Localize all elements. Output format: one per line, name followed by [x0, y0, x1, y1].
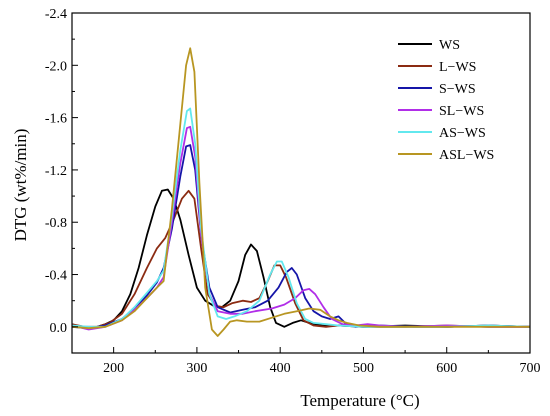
legend: WS L−WS S−WS SL−WS AS−WS ASL−WS: [398, 38, 494, 163]
x-tick-label-5: 700: [520, 361, 541, 376]
x-tick-label-0: 200: [103, 361, 124, 376]
series-line-0: [71, 188, 531, 330]
x-tick-label-1: 300: [186, 361, 207, 376]
x-tick-label-3: 500: [353, 361, 374, 376]
x-tick-label-4: 600: [436, 361, 457, 376]
legend-label-5: ASL−WS: [439, 148, 494, 163]
x-axis-title: Temperature (°C): [300, 391, 419, 410]
y-tick-label-0: 0.0: [50, 321, 68, 336]
series-layer: [71, 47, 531, 337]
y-axis-title-group: DTG (wt%/min): [11, 129, 30, 242]
series-line-4: [71, 107, 531, 328]
legend-label-3: SL−WS: [439, 104, 484, 119]
plot-frame: [71, 12, 531, 354]
y-axis-title: DTG (wt%/min): [11, 129, 30, 242]
y-tick-label-3: -1.2: [45, 164, 67, 179]
series-line-1: [71, 189, 530, 328]
legend-label-4: AS−WS: [439, 126, 486, 141]
y-tick-label-2: -0.8: [45, 216, 67, 231]
axes-layer: 200 300 400 500 600 700 0.0 -0.4 -0.8 -1.2 -1.6 -2.…: [45, 7, 541, 376]
y-tick-label-4: -1.6: [45, 112, 67, 127]
legend-label-1: L−WS: [439, 60, 476, 75]
series-line-5: [71, 47, 530, 337]
y-tick-label-6: -2.4: [45, 7, 67, 22]
x-tick-label-2: 400: [270, 361, 291, 376]
y-tick-label-1: -0.4: [45, 269, 67, 284]
legend-label-2: S−WS: [439, 82, 476, 97]
y-tick-label-5: -2.0: [45, 59, 67, 74]
legend-label-0: WS: [439, 38, 460, 53]
